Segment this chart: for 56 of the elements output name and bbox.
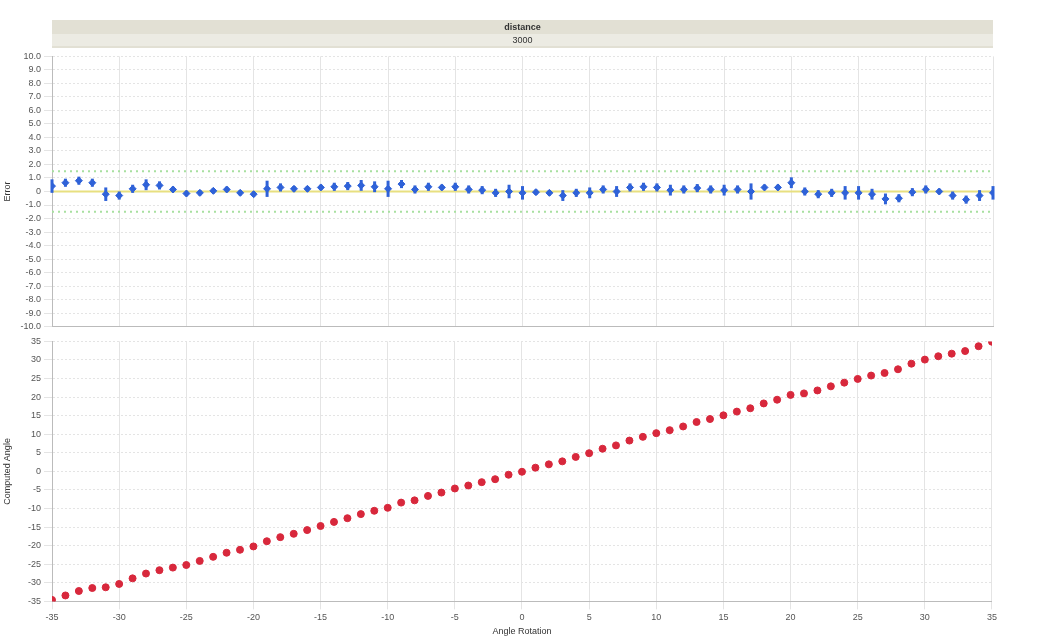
y-tick-label: -7.0 — [25, 280, 41, 291]
y-tick-label: -25 — [27, 558, 41, 569]
x-tick-label: -30 — [112, 612, 126, 623]
y-tick-label: 10 — [30, 428, 41, 439]
y-tick-label: -10.0 — [20, 321, 41, 332]
x-tick-label: -10 — [381, 612, 395, 623]
x-tick-label: 25 — [852, 612, 863, 623]
y-tick-label: -4.0 — [25, 240, 41, 251]
x-axis-title: Angle Rotation — [492, 626, 552, 637]
y-tick-label: 25 — [30, 373, 41, 384]
y-tick-label: -6.0 — [25, 267, 41, 278]
y-tick-label: -1.0 — [25, 199, 41, 210]
chart-title: distance — [503, 21, 542, 34]
y-tick-label: -5 — [32, 484, 41, 495]
y-tick-label: -2.0 — [25, 213, 41, 223]
y-tick-label: 0 — [35, 465, 41, 476]
x-tick-label: 20 — [785, 612, 796, 623]
y-tick-label: 15 — [30, 410, 41, 421]
y-tick-label: -9.0 — [25, 307, 41, 318]
x-tick-label: 35 — [986, 612, 997, 623]
x-tick-label: 0 — [519, 612, 525, 623]
y-tick-label: 10.0 — [23, 50, 41, 61]
y-tick-label: 9.0 — [28, 64, 41, 75]
y-tick-label: -20 — [27, 540, 41, 551]
y-tick-label: -15 — [27, 521, 41, 532]
y-tick-label: 4.0 — [28, 131, 41, 142]
y-tick-label: 8.0 — [28, 77, 41, 88]
y-tick-label: 20 — [30, 391, 41, 402]
y-tick-label: 30 — [30, 354, 41, 365]
y-tick-label: -8.0 — [25, 294, 41, 305]
y-tick-label: 6.0 — [28, 104, 41, 115]
y-tick-label: 7.0 — [28, 91, 41, 102]
x-tick-label: -25 — [179, 612, 193, 623]
x-tick-label: 5 — [586, 612, 592, 623]
chart-subtitle: 3000 — [52, 34, 993, 46]
x-tick-label: -15 — [314, 612, 328, 623]
y-tick-label: 0 — [35, 185, 41, 196]
y-tick-label: 1.0 — [28, 172, 41, 183]
y-tick-label: -5.0 — [25, 253, 41, 264]
x-tick-label: -35 — [45, 612, 59, 623]
y-tick-label: -3.0 — [25, 226, 41, 237]
y-axis-title: Error — [1, 181, 12, 202]
y-tick-label: 5 — [35, 447, 41, 458]
y-tick-label: -30 — [27, 577, 41, 588]
y-tick-label: 2.0 — [28, 158, 41, 169]
x-tick-label: 15 — [718, 612, 729, 623]
y-tick-label: 5.0 — [28, 118, 41, 129]
x-tick-label: 10 — [651, 612, 662, 623]
y-axis-title: Computed Angle — [1, 438, 12, 505]
y-tick-label: 3.0 — [28, 145, 41, 156]
y-tick-label: -10 — [27, 503, 41, 514]
x-tick-label: -20 — [246, 612, 260, 623]
x-tick-label: -5 — [450, 612, 459, 623]
x-tick-label: 30 — [919, 612, 930, 623]
y-tick-label: -35 — [27, 595, 41, 606]
y-tick-label: 35 — [30, 335, 41, 346]
